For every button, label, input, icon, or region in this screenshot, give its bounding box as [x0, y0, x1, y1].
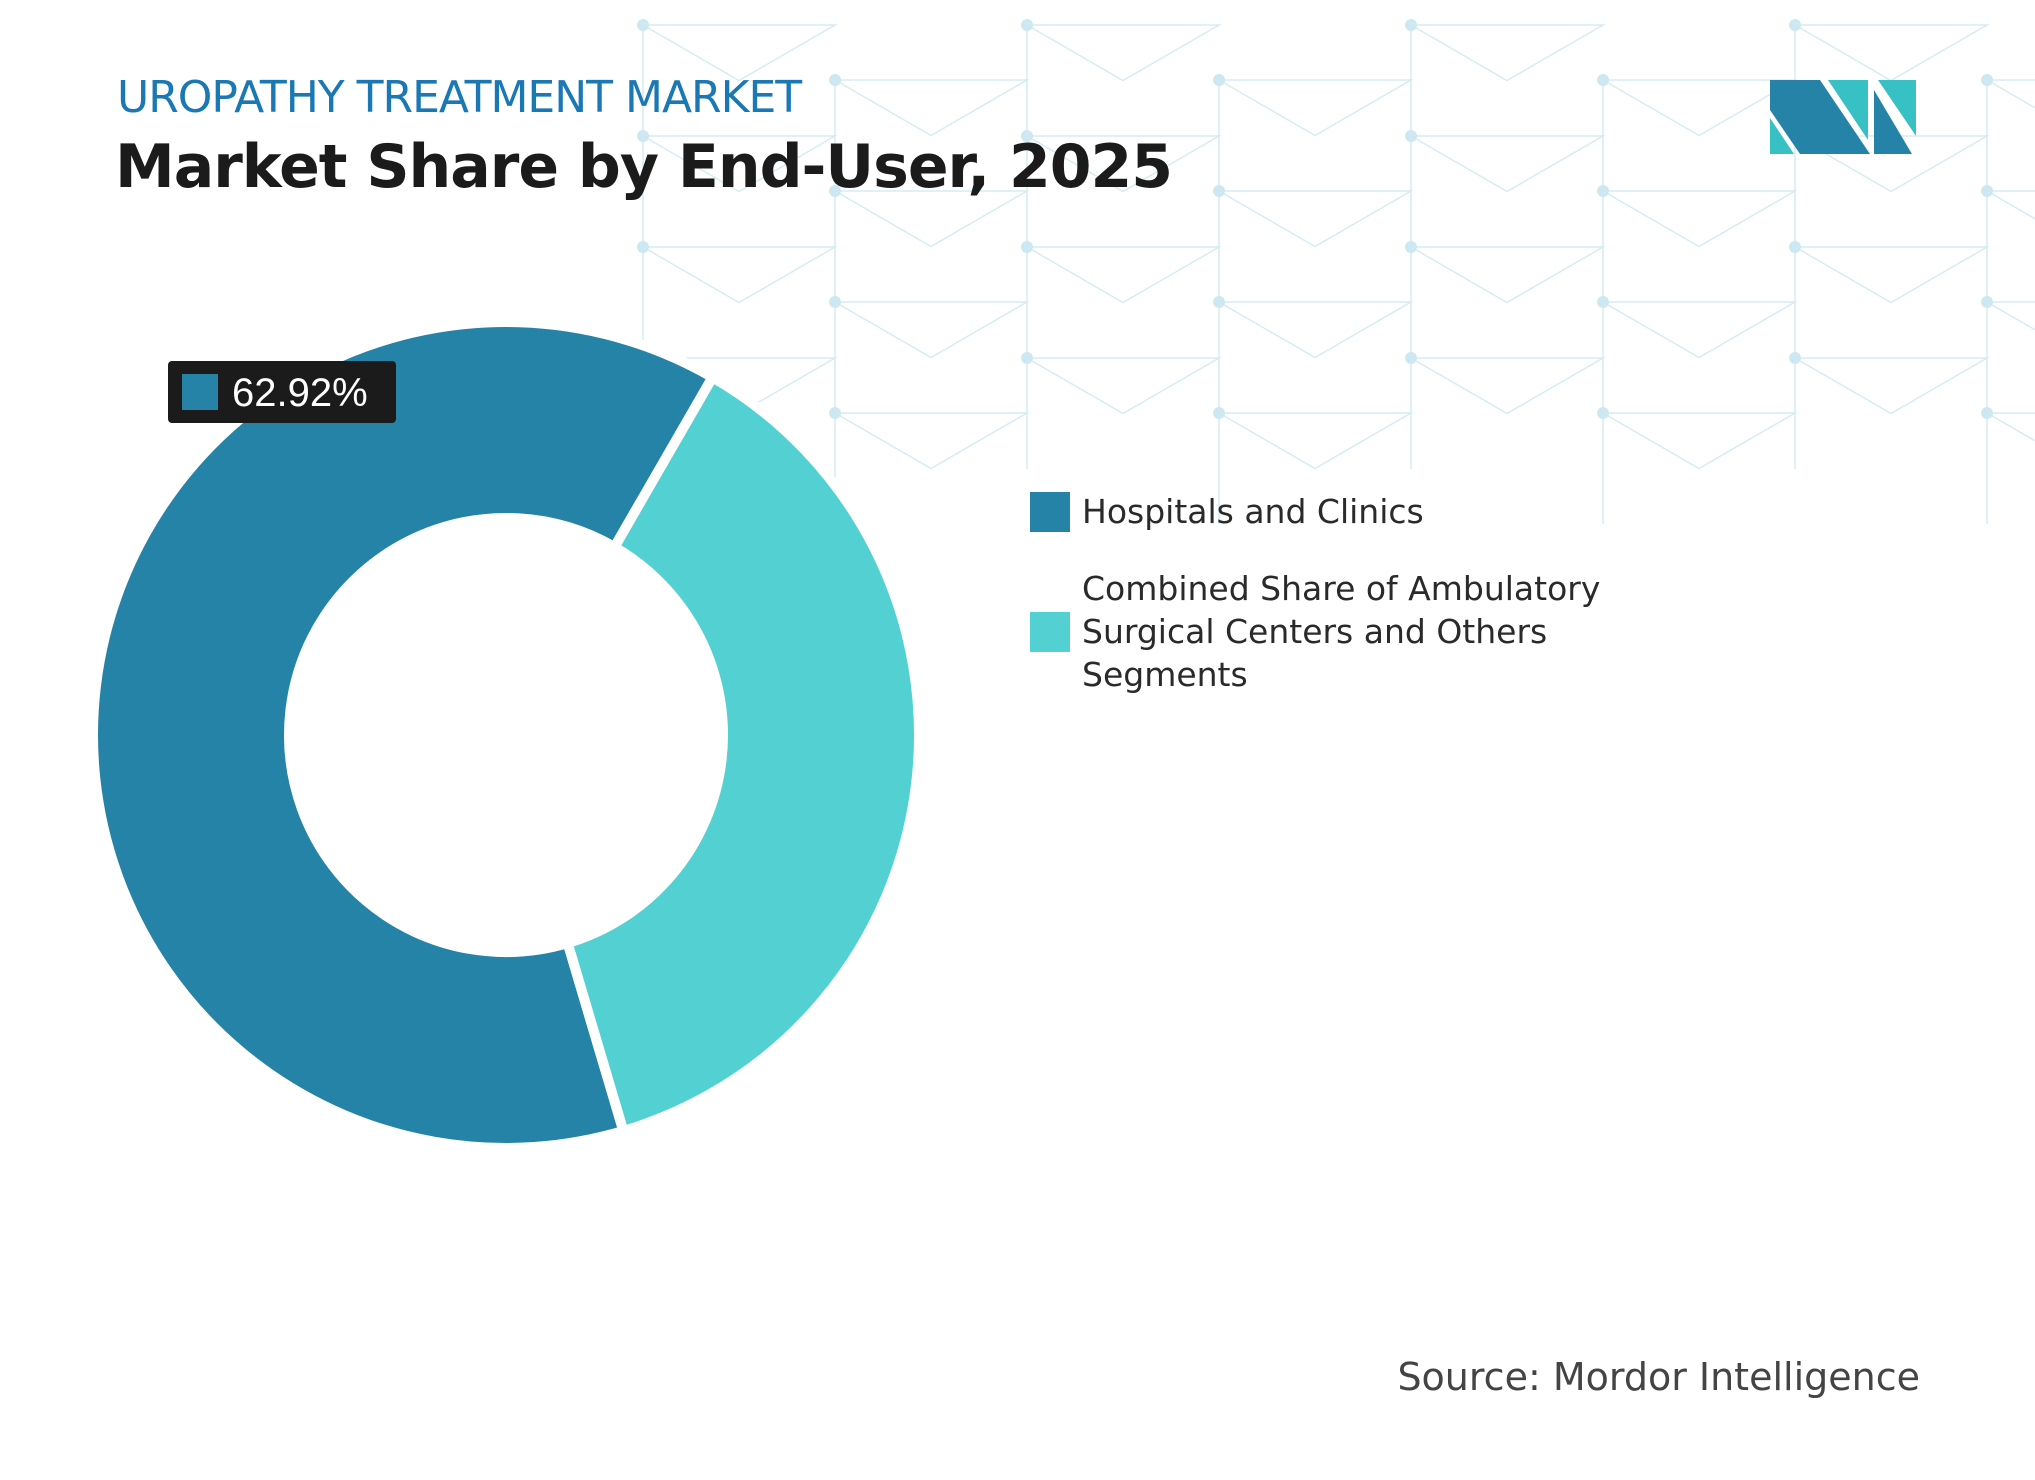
source-note: Source: Mordor Intelligence [1397, 1355, 1920, 1399]
hex-dot [829, 407, 841, 419]
hex-line [1986, 301, 2035, 413]
hex-dot [1789, 352, 1801, 364]
data-label-text: 62.92% [232, 371, 368, 415]
hex-dot [1213, 74, 1225, 86]
hex-dot [637, 241, 649, 253]
hex-dot [1981, 185, 1993, 197]
hex-dot [1213, 296, 1225, 308]
hex-dot [1213, 185, 1225, 197]
hex-line [1986, 79, 2035, 191]
hex-dot [829, 296, 841, 308]
hex-dot [1021, 19, 1033, 31]
hex-dot [1597, 296, 1609, 308]
hex-dot [1405, 352, 1417, 364]
hex-line [642, 24, 838, 136]
mordor-logo [1770, 80, 1916, 154]
chart-title: Market Share by End-User, 2025 [115, 132, 1173, 202]
hex-line [1410, 24, 1606, 136]
hex-dot [1021, 352, 1033, 364]
hex-dot [1981, 296, 1993, 308]
legend-swatch [1030, 491, 1070, 532]
hex-dot [1597, 185, 1609, 197]
legend-item-hospitals[interactable]: Hospitals and Clinics [1030, 490, 1682, 533]
legend-label: Combined Share of Ambulatory Surgical Ce… [1082, 569, 1601, 694]
hex-line [1986, 412, 2035, 524]
donut-slice-combined[interactable] [561, 370, 924, 1138]
hex-dot [1789, 241, 1801, 253]
legend-item-combined[interactable]: Combined Share of Ambulatory Surgical Ce… [1030, 567, 1682, 696]
hex-dot [1789, 19, 1801, 31]
hex-dot [1213, 407, 1225, 419]
hex-dot [829, 185, 841, 197]
hex-dot [1981, 407, 1993, 419]
hex-dot [1021, 241, 1033, 253]
legend-swatch [1030, 611, 1070, 652]
data-label-swatch [182, 374, 218, 410]
hex-line [1986, 190, 2035, 302]
hex-dot [637, 130, 649, 142]
legend: Hospitals and Clinics Combined Share of … [1030, 490, 1682, 730]
data-label-hospitals: 62.92% [168, 361, 396, 423]
hex-line [1026, 24, 1222, 136]
chart-kicker: UROPATHY TREATMENT MARKET [117, 72, 802, 123]
hex-dot [1405, 130, 1417, 142]
hex-dot [637, 19, 649, 31]
donut-slice-hospitals[interactable] [88, 317, 720, 1153]
hex-line [1794, 24, 1990, 136]
hex-dot [1597, 407, 1609, 419]
hex-dot [1405, 241, 1417, 253]
hex-dot [1021, 130, 1033, 142]
hex-dot [1405, 19, 1417, 31]
hex-dot [829, 74, 841, 86]
hex-dot [1981, 74, 1993, 86]
data-label-box [168, 361, 396, 423]
legend-label: Hospitals and Clinics [1082, 492, 1424, 531]
hex-dot [1597, 74, 1609, 86]
